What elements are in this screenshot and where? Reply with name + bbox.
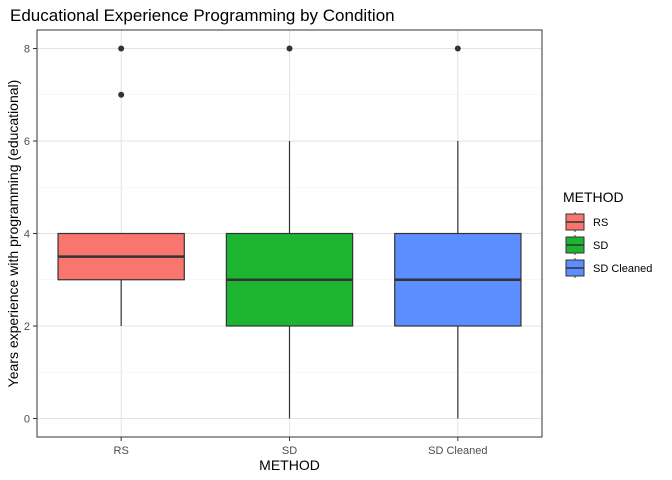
x-axis: RS SD SD Cleaned — [114, 437, 487, 457]
outlier-point — [454, 45, 461, 52]
y-tick-label: 2 — [24, 321, 30, 333]
y-axis: 0 2 4 6 8 — [24, 44, 37, 426]
outlier-point — [286, 45, 293, 52]
legend-label: SD Cleaned — [593, 263, 652, 275]
box-sd — [225, 45, 354, 419]
legend-title: METHOD — [563, 189, 624, 205]
legend-item-rs: RS — [565, 212, 608, 232]
x-axis-title: METHOD — [259, 457, 320, 473]
outlier-point — [118, 45, 125, 52]
box-rs — [57, 45, 185, 326]
y-tick-label: 0 — [24, 414, 30, 426]
chart-title: Educational Experience Programming by Co… — [10, 6, 395, 25]
outlier-point — [118, 91, 125, 98]
box-series — [57, 45, 522, 419]
x-tick-label: SD — [282, 445, 297, 457]
legend-label: RS — [593, 217, 608, 229]
legend-item-sd-cleaned: SD Cleaned — [565, 258, 652, 278]
x-tick-label: SD Cleaned — [428, 445, 487, 457]
y-tick-label: 4 — [24, 229, 30, 241]
y-axis-title: Years experience with programming (educa… — [5, 80, 21, 388]
legend-label: SD — [593, 240, 608, 252]
x-tick-label: RS — [114, 445, 129, 457]
y-tick-label: 6 — [24, 136, 30, 148]
y-tick-label: 8 — [24, 44, 30, 56]
box-sd-cleaned — [394, 45, 522, 419]
legend-item-sd: SD — [565, 235, 608, 255]
legend: METHOD RS SD SD Cleaned — [563, 189, 652, 278]
